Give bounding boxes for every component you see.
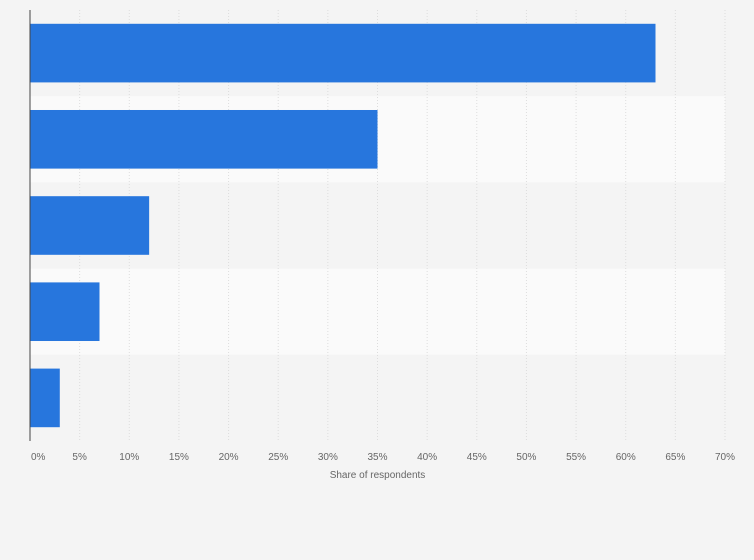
x-axis-title: Share of respondents (330, 470, 426, 481)
x-tick-label: 15% (169, 452, 189, 463)
x-tick-label: 30% (318, 452, 338, 463)
x-tick-label: 65% (665, 452, 685, 463)
x-tick-labels: 0% 5% 10% 15% 20% 25% 30% 35% 40% 45% 50% 55% 60% 65%… (31, 452, 735, 463)
row-band (30, 268, 725, 355)
x-tick-label: 10% (119, 452, 139, 463)
x-tick-label: 0% (31, 452, 46, 463)
x-tick-label: 55% (566, 452, 586, 463)
x-tick-label: 20% (219, 452, 239, 463)
x-tick-label: 70% (715, 452, 735, 463)
x-tick-label: 5% (72, 452, 87, 463)
x-tick-label: 60% (616, 452, 636, 463)
bar (30, 23, 656, 83)
x-tick-label: 25% (268, 452, 288, 463)
x-tick-label: 45% (467, 452, 487, 463)
bars (30, 23, 656, 428)
bar (30, 368, 60, 428)
x-tick-label: 50% (516, 452, 536, 463)
x-tick-label: 35% (367, 452, 387, 463)
x-tick-label: 40% (417, 452, 437, 463)
bar (30, 282, 100, 342)
bar (30, 109, 378, 169)
bar (30, 196, 150, 255)
